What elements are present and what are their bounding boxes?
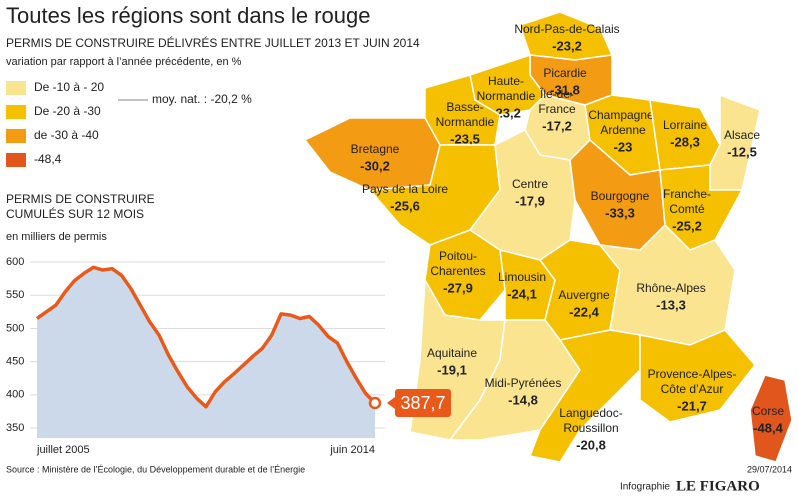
x-tick-label: juin 2014 <box>329 444 375 456</box>
region-name: Basse- <box>446 100 483 114</box>
region-name: Charentes <box>430 264 485 278</box>
region-name: Côte d’Azur <box>661 382 724 396</box>
value-label-box <box>395 389 451 418</box>
region-name: Pays de la Loire <box>362 182 448 196</box>
legend-swatch <box>6 153 26 167</box>
map: Nord-Pas-de-Calais -23,2 Picardie -31,8 Haut… <box>303 11 793 463</box>
legend-label: de -30 à -40 <box>34 128 99 142</box>
chart-title: PERMIS DE CONSTRUIRE <box>6 192 155 206</box>
x-tick-label: juillet 2005 <box>36 444 90 456</box>
note: variation par rapport à l’année précéden… <box>6 56 242 68</box>
annotation: moy. nat. : -20,2 % <box>152 92 252 106</box>
region-value: -22,4 <box>569 304 599 319</box>
legend-swatch <box>6 129 26 143</box>
region-name: Languedoc- <box>559 406 622 420</box>
y-tick-label: 500 <box>6 322 24 334</box>
y-tick-label: 350 <box>6 422 24 434</box>
region-value: -23,2 <box>552 38 582 53</box>
y-tick-label: 450 <box>6 356 24 368</box>
region-value: -30,2 <box>360 158 390 173</box>
region-name: Haute- <box>488 74 524 88</box>
region-value: -17,2 <box>542 118 572 133</box>
region-name: Normandie <box>436 115 495 129</box>
region-name: Île-de- <box>539 86 574 101</box>
region-name: Corse <box>752 404 784 418</box>
region-value: -33,3 <box>605 205 635 220</box>
chart-title: CUMULÉS SUR 12 MOIS <box>6 206 144 221</box>
region <box>749 374 793 463</box>
region-name: Rhône-Alpes <box>636 281 705 295</box>
region-name: Normandie <box>477 89 536 103</box>
region <box>528 329 641 463</box>
brand: LE FIGARO <box>676 478 760 494</box>
region-value: -48,4 <box>753 420 783 435</box>
region-value: -21,7 <box>677 398 707 413</box>
region-value: -23,5 <box>450 131 480 146</box>
credit: Infographie <box>620 482 670 493</box>
region-name: Lorraine <box>663 118 707 132</box>
region-value: -28,3 <box>670 134 700 149</box>
source: Source : Ministère de l’Écologie, du Dév… <box>6 464 305 474</box>
region <box>598 223 736 346</box>
region-value: -20,8 <box>576 437 606 452</box>
region-name: Champagne- <box>588 108 657 122</box>
region-name: Comté <box>669 202 705 216</box>
region-name: Roussillon <box>563 421 618 435</box>
region-value: -25,2 <box>672 218 702 233</box>
region-name: France <box>538 102 576 116</box>
region <box>639 329 756 423</box>
region-name: Aquitaine <box>427 346 477 360</box>
region-name: Bourgogne <box>591 189 650 203</box>
region-value: -24,1 <box>507 286 537 301</box>
y-tick-label: 600 <box>6 256 24 268</box>
region-name: Poitou- <box>439 249 477 263</box>
value-label: 387,7 <box>400 393 445 413</box>
title: Toutes les régions sont dans le rouge <box>6 3 370 28</box>
region-value: -25,6 <box>390 198 420 213</box>
legend-label: De -20 à -30 <box>34 104 101 118</box>
region-value: -31,8 <box>550 82 580 97</box>
chart-subtitle: en milliers de permis <box>6 231 107 243</box>
region-value: -12,5 <box>727 144 757 159</box>
region-value: -14,8 <box>508 392 538 407</box>
line <box>35 265 377 409</box>
area <box>37 267 375 438</box>
legend-swatch <box>6 105 26 119</box>
region-value: -13,3 <box>656 297 686 312</box>
region-name: Centre <box>512 177 548 191</box>
region-name: Picardie <box>543 66 587 80</box>
region-name: Midi-Pyrénées <box>485 376 562 390</box>
y-tick-label: 550 <box>6 289 24 301</box>
region-name: Limousin <box>498 270 546 284</box>
region-name: Provence-Alpes- <box>648 367 737 381</box>
region-name: Alsace <box>724 128 760 142</box>
legend-swatch <box>6 81 26 95</box>
region-name: Ardenne <box>600 123 646 137</box>
y-tick-label: 400 <box>6 389 24 401</box>
date: 29/07/2014 <box>747 464 792 474</box>
subtitle: PERMIS DE CONSTRUIRE DÉLIVRÉS ENTRE JUIL… <box>6 35 420 50</box>
legend-label: -48,4 <box>34 152 62 166</box>
region-name: Auvergne <box>558 288 610 302</box>
region-value: -19,1 <box>437 362 467 377</box>
region-name: Bretagne <box>351 142 400 156</box>
region-name: Nord-Pas-de-Calais <box>514 22 619 36</box>
region-name: Franche- <box>663 187 711 201</box>
region-value: -23 <box>614 139 633 154</box>
region-value: -17,9 <box>515 193 545 208</box>
legend-label: De -10 à - 20 <box>34 80 104 94</box>
value-label-pointer <box>387 397 395 410</box>
end-marker <box>368 396 382 410</box>
region-value: -27,9 <box>443 280 473 295</box>
